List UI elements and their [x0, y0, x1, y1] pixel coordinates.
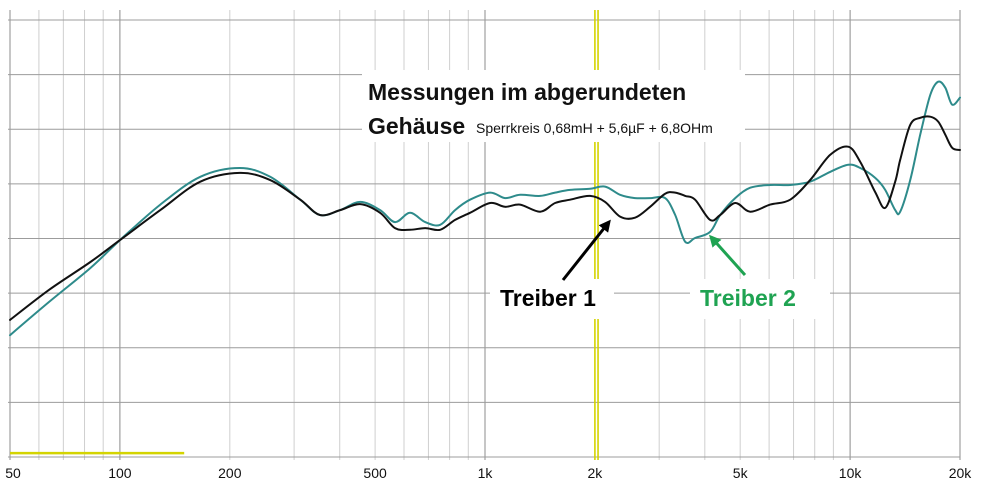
x-tick-label: 50 [5, 465, 21, 481]
series-lines [9, 80, 961, 337]
treiber-2-label-box [690, 279, 830, 319]
x-tick-label: 100 [108, 465, 132, 481]
x-axis-tick-labels: 50 100 200 500 1k 2k 5k 10k 20k [5, 465, 972, 481]
x-tick-label: 1k [478, 465, 494, 481]
treiber-2-label: Treiber 2 [700, 285, 796, 311]
x-tick-label: 5k [733, 465, 749, 481]
chart-subtitle: Sperrkreis 0,68mH + 5,6µF + 6,8OHm [476, 120, 713, 136]
chart-title-line-2: Gehäuse [368, 113, 465, 139]
chart-title-line-1: Messungen im abgerundeten [368, 79, 686, 105]
treiber-2-arrow [708, 234, 747, 277]
x-tick-label: 200 [218, 465, 242, 481]
treiber-1-label: Treiber 1 [500, 285, 596, 311]
x-tick-label: 10k [839, 465, 863, 481]
x-tick-label: 500 [363, 465, 387, 481]
series-line-treiber-1 [9, 115, 961, 321]
title-box [362, 70, 745, 142]
title-block: Messungen im abgerundeten Gehäuse Sperrk… [362, 70, 745, 142]
treiber-1-arrow [561, 219, 611, 281]
treiber-1-annotation: Treiber 1 [490, 219, 614, 319]
treiber-1-label-box [490, 279, 614, 319]
x-tick-label: 2k [588, 465, 604, 481]
x-tick-label: 20k [949, 465, 973, 481]
treiber-2-annotation: Treiber 2 [690, 234, 830, 319]
